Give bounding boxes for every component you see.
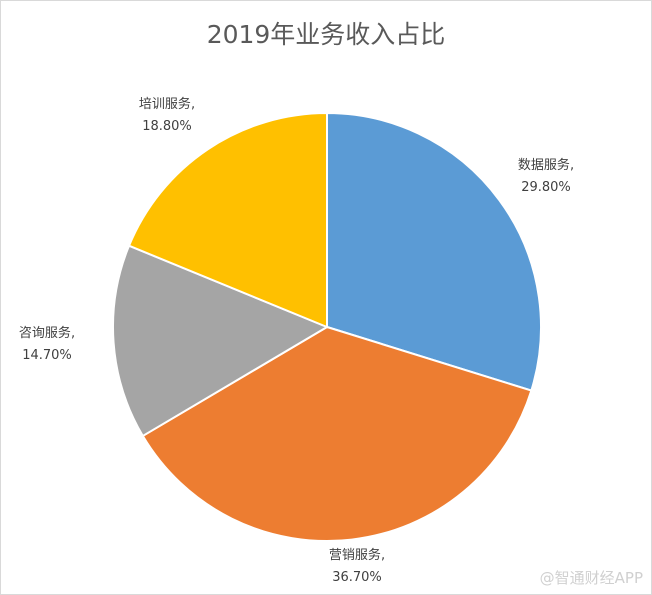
slice-label-marketing-services: 营销服务, 36.70% [328, 548, 386, 585]
pie-slice-consulting-services [112, 244, 330, 438]
slice-label-data-services: 数据服务, 29.80% [517, 158, 575, 195]
pie-slice-marketing-services [141, 325, 533, 542]
pie-slice-data-services [326, 111, 542, 392]
slice-label-consulting-services: 咨询服务, 14.70% [18, 326, 76, 363]
pie-slice-training-services [127, 111, 328, 329]
watermark: @智通财经APP [539, 569, 643, 587]
chart-title: 2019年业务收入占比 [206, 20, 446, 49]
slice-label-training-services: 培训服务, 18.80% [138, 97, 196, 134]
